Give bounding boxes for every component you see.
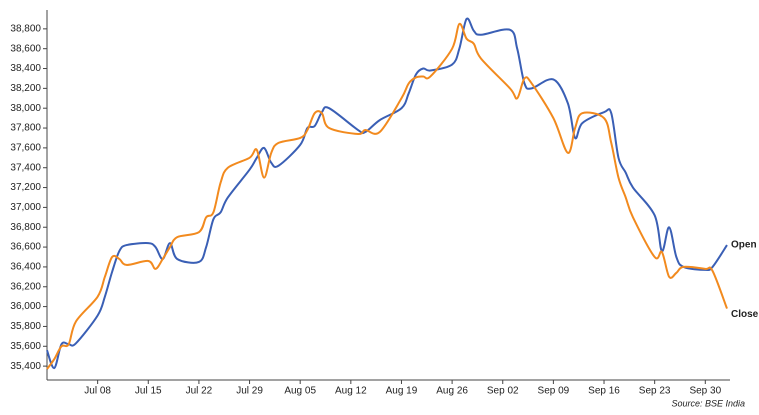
y-tick-label: 36,400 [10,262,41,273]
y-tick-label: 37,400 [10,162,41,173]
y-tick-label: 36,600 [10,242,41,253]
y-tick-label: 37,600 [10,143,41,154]
y-tick-label: 38,600 [10,43,41,54]
y-tick-label: 38,400 [10,63,41,74]
x-tick-label: Sep 02 [487,386,519,397]
x-tick-label: Aug 12 [335,386,367,397]
x-tick-label: Jul 08 [84,386,111,397]
y-tick-label: 38,200 [10,83,41,94]
series-label: Close [731,309,759,320]
series-line [46,22,728,370]
series-line [46,17,728,370]
y-tick-label: 35,800 [10,321,41,332]
source-note: Source: BSE India [671,398,745,408]
x-tick-label: Jul 22 [186,386,213,397]
y-tick-label: 38,800 [10,23,41,34]
x-tick-label: Aug 26 [436,386,468,397]
y-tick-label: 37,800 [10,123,41,134]
y-tick-label: 38,000 [10,103,41,114]
y-tick-label: 36,200 [10,281,41,292]
x-tick-label: Jul 15 [135,386,162,397]
x-tick-label: Sep 23 [639,386,671,397]
x-tick-label: Sep 09 [538,386,570,397]
series-label: Open [731,240,757,251]
y-tick-label: 35,400 [10,361,41,372]
y-tick-label: 37,200 [10,182,41,193]
x-tick-label: Sep 16 [588,386,620,397]
y-tick-label: 37,000 [10,202,41,213]
y-tick-label: 36,000 [10,301,41,312]
x-tick-label: Aug 05 [284,386,316,397]
y-tick-label: 35,600 [10,341,41,352]
x-tick-label: Aug 19 [386,386,418,397]
x-tick-label: Sep 30 [689,386,721,397]
y-tick-label: 36,800 [10,222,41,233]
x-tick-label: Jul 29 [236,386,263,397]
